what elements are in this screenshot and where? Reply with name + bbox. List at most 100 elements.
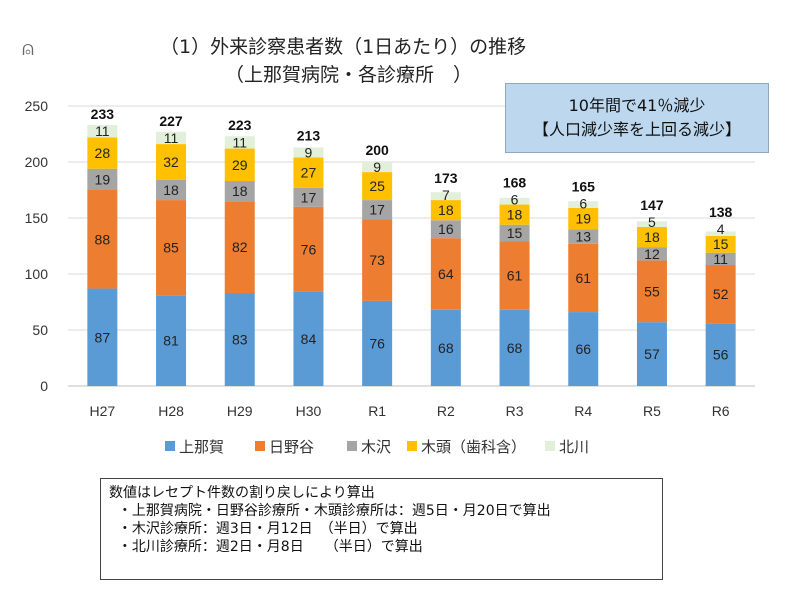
callout-box: 10年間で41％減少 【人口減少率を上回る減少】 — [505, 83, 769, 153]
data-label: 81 — [163, 333, 179, 349]
total-label: 200 — [365, 142, 389, 158]
bar-segment — [499, 309, 530, 386]
bar-segment — [499, 204, 530, 225]
data-label: 87 — [95, 329, 111, 345]
bar-segment — [362, 219, 393, 301]
bar-segment — [636, 247, 667, 261]
data-label: 29 — [232, 157, 248, 173]
person-icon: ⍝ — [22, 36, 34, 60]
bar-segment — [499, 197, 530, 205]
total-label: 213 — [297, 127, 321, 143]
callout-line-2: 【人口減少率を上回る減少】 — [532, 120, 741, 139]
bar-segment — [362, 200, 393, 220]
data-label: 19 — [575, 211, 591, 227]
legend-swatch — [545, 441, 555, 451]
data-label: 84 — [301, 331, 317, 347]
bar-segment — [156, 144, 187, 180]
data-label: 61 — [507, 268, 523, 284]
data-label: 68 — [438, 340, 454, 356]
stacked-bar-chart: 0501001502002508788192811233H27818518321… — [25, 98, 755, 456]
data-label: 5 — [648, 214, 656, 230]
bar-segment — [293, 157, 324, 188]
note-line: 数値はレセプト件数の割り戻しにより算出 — [109, 485, 375, 501]
bar-segment — [705, 265, 736, 324]
data-label: 18 — [507, 207, 523, 223]
data-label: 13 — [575, 228, 591, 244]
bar-segment — [87, 168, 118, 190]
data-label: 85 — [163, 240, 179, 256]
total-label: 165 — [572, 179, 596, 195]
legend-label: 日野谷 — [269, 439, 314, 456]
data-label: 4 — [717, 221, 725, 237]
legend-swatch — [347, 441, 357, 451]
bar-segment — [636, 221, 667, 227]
bar-segment — [362, 172, 393, 201]
data-label: 11 — [95, 123, 110, 139]
legend-swatch — [407, 441, 417, 451]
data-label: 6 — [579, 196, 587, 212]
data-label: 9 — [373, 159, 381, 175]
data-label: 66 — [575, 341, 591, 357]
total-label: 223 — [228, 117, 252, 133]
bar-segment — [224, 148, 255, 182]
data-label: 57 — [644, 346, 660, 362]
x-tick-label: R1 — [368, 403, 386, 419]
data-label: 18 — [644, 229, 660, 245]
x-tick-label: R6 — [712, 403, 730, 419]
bar-segment — [568, 201, 599, 208]
x-tick-label: H27 — [90, 403, 116, 419]
bar-segment — [705, 235, 736, 253]
note-line: ・北川診療所：週2日・月8日 （半日）で算出 — [109, 539, 423, 555]
bar-segment — [636, 226, 667, 248]
x-tick-label: R5 — [643, 403, 661, 419]
legend-swatch — [255, 441, 265, 451]
bar-segment — [636, 260, 667, 323]
note-line: ・上那賀病院・日野谷診療所・木頭診療所は：週5日・月20日で算出 — [109, 503, 551, 519]
total-label: 233 — [91, 106, 115, 122]
y-tick-label: 0 — [40, 378, 48, 394]
bar-segment — [362, 300, 393, 386]
bar-segment — [705, 231, 736, 236]
bar-segment — [568, 207, 599, 230]
bar-segment — [224, 201, 255, 294]
data-label: 11 — [164, 130, 179, 146]
bar-segment — [499, 241, 530, 310]
legend-label: 上那賀 — [179, 439, 224, 456]
bar-segment — [87, 190, 118, 289]
data-label: 73 — [369, 252, 385, 268]
data-label: 18 — [232, 183, 248, 199]
data-label: 68 — [507, 340, 523, 356]
bar-segment — [224, 181, 255, 202]
bar-segment — [499, 224, 530, 242]
callout-line-1: 10年間で41％減少 — [568, 96, 706, 115]
bar-segment — [568, 229, 599, 244]
data-label: 17 — [301, 189, 317, 205]
data-label: 76 — [369, 335, 385, 351]
data-label: 15 — [507, 225, 523, 241]
data-label: 56 — [713, 347, 729, 363]
legend-swatch — [165, 441, 175, 451]
bar-segment — [156, 295, 187, 386]
data-label: 27 — [301, 165, 317, 181]
bar-segment — [87, 125, 118, 138]
legend-label: 北川 — [559, 439, 589, 456]
data-label: 9 — [305, 144, 313, 160]
bar-segment — [430, 200, 461, 221]
bar-segment — [156, 200, 187, 296]
x-tick-label: R2 — [437, 403, 455, 419]
data-label: 16 — [438, 221, 454, 237]
data-label: 17 — [369, 202, 385, 218]
data-label: 64 — [438, 266, 454, 282]
data-label: 83 — [232, 332, 248, 348]
bar-segment — [293, 291, 324, 386]
data-label: 55 — [644, 283, 660, 299]
x-tick-label: H29 — [227, 403, 253, 419]
bar-segment — [430, 220, 461, 239]
bar-segment — [430, 238, 461, 310]
data-label: 28 — [95, 145, 111, 161]
legend-label: 木沢 — [361, 439, 391, 456]
bar-segment — [293, 147, 324, 158]
bar-segment — [705, 252, 736, 266]
total-label: 138 — [709, 204, 733, 220]
bar-segment — [87, 137, 118, 169]
